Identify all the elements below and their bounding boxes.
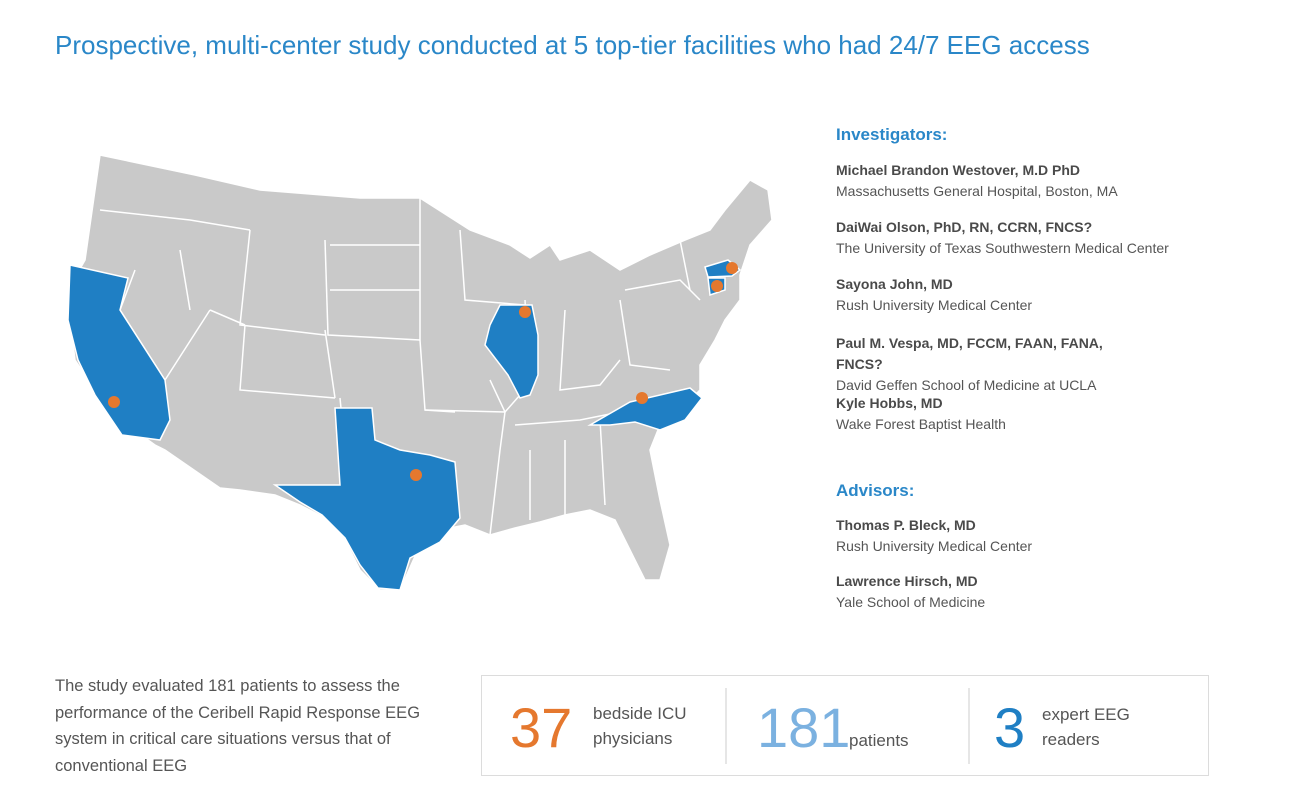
investigator-name: Michael Brandon Westover, M.D PhD: [836, 162, 1081, 178]
stat-readers: 3 expert EEG readers: [970, 676, 1208, 775]
stat-divider: [968, 688, 970, 764]
stat-value: 3: [994, 696, 1026, 759]
investigator-org: David Geffen School of Medicine at UCLA: [836, 377, 1097, 393]
advisor-org: Rush University Medical Center: [836, 538, 1033, 554]
investigator-4: Paul M. Vespa, MD, FCCM, FAAN, FANA, FNC…: [836, 333, 1136, 396]
stats-panel: 37 bedside ICU physicians 181 patients 3…: [481, 675, 1209, 776]
stat-value: 181: [757, 696, 851, 759]
advisor-org: Yale School of Medicine: [836, 594, 986, 610]
stat-value: 37: [510, 696, 573, 759]
stat-patients: 181 patients: [727, 676, 969, 775]
investigator-5: Kyle Hobbs, MD Wake Forest Baptist Healt…: [836, 393, 1216, 435]
state-north-carolina: [587, 387, 704, 431]
site-marker-boston: [726, 262, 738, 274]
stat-label-line1: expert EEG: [1042, 705, 1130, 724]
investigator-name: Sayona John, MD: [836, 276, 953, 292]
page-title: Prospective, multi-center study conducte…: [55, 30, 1090, 60]
stat-physicians: 37 bedside ICU physicians: [482, 676, 725, 775]
site-marker-chicago: [519, 306, 531, 318]
state-texas: [272, 407, 461, 591]
state-california: [67, 264, 171, 441]
advisor-1: Thomas P. Bleck, MD Rush University Medi…: [836, 515, 1216, 557]
stat-label-line1: bedside ICU: [593, 704, 687, 723]
investigator-org: Wake Forest Baptist Health: [836, 416, 1006, 432]
investigator-org: Rush University Medical Center: [836, 297, 1033, 313]
site-marker-new-haven: [711, 280, 723, 292]
advisor-name: Thomas P. Bleck, MD: [836, 517, 976, 533]
site-marker-dallas: [410, 469, 422, 481]
stat-divider: [725, 688, 727, 764]
us-map: [67, 154, 773, 591]
investigator-name: Kyle Hobbs, MD: [836, 395, 943, 411]
investigator-name: Paul M. Vespa, MD, FCCM, FAAN, FANA, FNC…: [836, 335, 1103, 372]
stat-label-line1: patients: [849, 731, 909, 750]
advisors-heading: Advisors:: [836, 481, 915, 500]
investigator-name: DaiWai Olson, PhD, RN, CCRN, FNCS?: [836, 219, 1093, 235]
stat-label-line2: readers: [1042, 730, 1100, 749]
advisor-name: Lawrence Hirsch, MD: [836, 573, 978, 589]
site-marker-los-angeles: [108, 396, 120, 408]
investigator-3: Sayona John, MD Rush University Medical …: [836, 274, 1216, 316]
study-summary: The study evaluated 181 patients to asse…: [55, 677, 421, 775]
advisor-2: Lawrence Hirsch, MD Yale School of Medic…: [836, 571, 1216, 613]
investigator-1: Michael Brandon Westover, M.D PhD Massac…: [836, 160, 1216, 202]
site-markers: [108, 262, 738, 481]
investigators-heading: Investigators:: [836, 125, 948, 144]
stat-label-line2: physicians: [593, 729, 673, 748]
state-illinois: [484, 304, 539, 399]
site-marker-winston-salem: [636, 392, 648, 404]
investigator-org: The University of Texas Southwestern Med…: [836, 240, 1169, 256]
investigator-2: DaiWai Olson, PhD, RN, CCRN, FNCS? The U…: [836, 217, 1216, 259]
us-map-base: [67, 154, 773, 591]
investigator-org: Massachusetts General Hospital, Boston, …: [836, 183, 1118, 199]
